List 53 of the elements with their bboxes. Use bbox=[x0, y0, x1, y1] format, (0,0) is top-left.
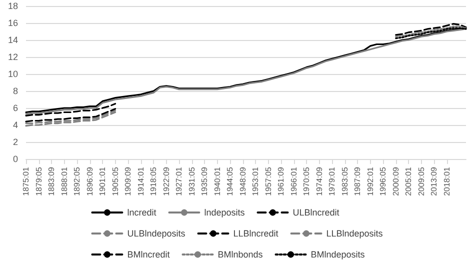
legend-label: LLBlncredit bbox=[233, 228, 279, 238]
x-tick-label: 1901:01 bbox=[98, 166, 108, 196]
y-tick-label: 8 bbox=[12, 86, 18, 96]
x-tick-label: 1905:05 bbox=[110, 166, 120, 196]
y-tick-label: 4 bbox=[12, 120, 18, 130]
x-tick-label: 1918:05 bbox=[149, 166, 158, 196]
legend-label: BMlncredit bbox=[127, 250, 170, 260]
x-tick-label: 1922:09 bbox=[162, 166, 171, 196]
x-tick-label: 1974:09 bbox=[314, 166, 324, 196]
x-tick-label: 1875:01 bbox=[22, 166, 30, 196]
legend-label: lndeposits bbox=[204, 208, 246, 218]
x-tick-label: 2000:09 bbox=[391, 166, 400, 196]
legend-label: LLBlndeposits bbox=[326, 228, 384, 238]
x-tick-label: 1892:05 bbox=[72, 166, 82, 196]
x-tick-label: 2009:05 bbox=[416, 166, 426, 196]
legend-label: ULBlndeposits bbox=[127, 228, 186, 238]
x-tick-label: 1996:05 bbox=[378, 166, 388, 196]
legend-label: ULBlncredit bbox=[292, 208, 340, 218]
y-tick-label: 14 bbox=[8, 35, 18, 45]
x-tick-label: 1931:05 bbox=[187, 166, 196, 196]
x-tick-label: 1888:01 bbox=[60, 166, 69, 196]
legend-label: BMlnbonds bbox=[218, 250, 264, 260]
y-tick-label: 16 bbox=[8, 18, 18, 28]
y-tick-label: 0 bbox=[12, 154, 18, 164]
y-tick-label: 6 bbox=[12, 103, 18, 113]
x-tick-label: 2018:01 bbox=[442, 166, 452, 196]
x-tick-label: 1940:01 bbox=[212, 166, 222, 196]
x-tick-label: 2005:01 bbox=[404, 166, 414, 196]
x-tick-label: 1879:05 bbox=[34, 166, 44, 196]
x-tick-label: 1961:09 bbox=[276, 166, 286, 196]
y-tick-label: 2 bbox=[12, 137, 18, 147]
x-tick-label: 1883:09 bbox=[47, 166, 56, 196]
x-tick-label: 1992:01 bbox=[366, 166, 375, 196]
x-tick-label: 1979:01 bbox=[328, 166, 337, 196]
x-tick-label: 2013:09 bbox=[430, 166, 439, 196]
y-tick-label: 18 bbox=[8, 1, 18, 11]
x-tick-label: 1935:09 bbox=[200, 166, 210, 196]
y-tick-label: 12 bbox=[8, 52, 18, 62]
x-tick-label: 1966:01 bbox=[289, 166, 298, 196]
x-tick-label: 1957:05 bbox=[264, 166, 273, 196]
x-tick-label: 1914:01 bbox=[136, 166, 146, 196]
legend-label: lncredit bbox=[127, 208, 157, 218]
x-tick-label: 1948:09 bbox=[238, 166, 248, 196]
x-tick-label: 1927:01 bbox=[174, 166, 184, 196]
x-tick-label: 1896:09 bbox=[85, 166, 94, 196]
x-tick-label: 1944:05 bbox=[226, 166, 235, 196]
x-tick-label: 1953:01 bbox=[251, 166, 260, 196]
x-tick-label: 1970:05 bbox=[302, 166, 312, 196]
legend-label: BMlndeposits bbox=[310, 250, 366, 260]
x-tick-label: 1983:05 bbox=[340, 166, 350, 196]
x-tick-label: 1987:09 bbox=[353, 166, 362, 196]
x-tick-label: 1909:09 bbox=[124, 166, 133, 196]
y-tick-label: 10 bbox=[8, 69, 18, 79]
